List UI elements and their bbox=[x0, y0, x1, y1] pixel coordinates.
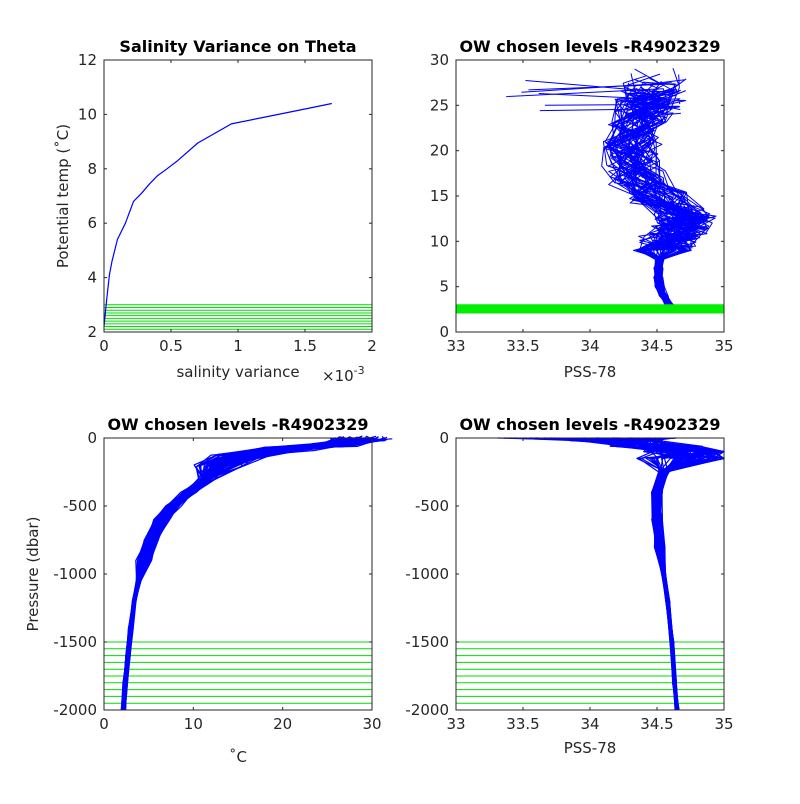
chart-title: Salinity Variance on Theta bbox=[119, 37, 356, 56]
x-tick-label: 34.5 bbox=[640, 337, 673, 355]
y-tick-label: 0 bbox=[87, 429, 97, 447]
plot-area bbox=[104, 60, 372, 332]
variance-series-line bbox=[103, 102, 332, 327]
data-lines bbox=[103, 102, 332, 327]
x-tick-label: 10 bbox=[184, 715, 203, 733]
chart-title: OW chosen levels -R4902329 bbox=[459, 415, 720, 434]
y-tick-label: -500 bbox=[415, 497, 449, 515]
x-tick-label: 34 bbox=[580, 715, 599, 733]
x-tick-label: 33.5 bbox=[506, 715, 539, 733]
tick-marks: 33 33.5 34 34.5 35 0 5 10 15 20 25 30 bbox=[430, 51, 734, 355]
y-tick-label: 8 bbox=[87, 160, 97, 178]
x-tick-label: 33 bbox=[446, 715, 465, 733]
x-tick-label: 0 bbox=[99, 337, 109, 355]
y-axis-label: Pressure (dbar) bbox=[24, 517, 42, 632]
x-tick-label: 0.5 bbox=[159, 337, 183, 355]
data-lines bbox=[120, 435, 393, 711]
y-tick-label: 20 bbox=[430, 142, 449, 160]
ts-profile-line bbox=[617, 105, 686, 313]
plot-area bbox=[104, 438, 372, 710]
y-tick-label: -1000 bbox=[405, 565, 449, 583]
y-tick-label: 12 bbox=[78, 51, 97, 69]
tick-marks: 0 0.5 1 1.5 2 2 4 6 8 10 12 bbox=[78, 51, 377, 355]
plot-area bbox=[456, 438, 724, 710]
x-tick-label: 20 bbox=[273, 715, 292, 733]
y-tick-label: 6 bbox=[87, 214, 97, 232]
ts-profile-line bbox=[539, 108, 705, 313]
y-tick-label: 10 bbox=[78, 105, 97, 123]
y-tick-label: 15 bbox=[430, 187, 449, 205]
tick-marks: 33 33.5 34 34.5 35 -2000 -1500 -1000 -500 0 bbox=[405, 429, 733, 733]
x-axis-exponent: ×10-3 bbox=[322, 364, 365, 385]
ts-profile-line bbox=[629, 73, 701, 313]
panel-salinity-variance: 0 0.5 1 1.5 2 2 4 6 8 10 12 Salinity Variance on T… bbox=[54, 37, 377, 385]
panel-pressure-salinity: 33 33.5 34 34.5 35 -2000 -1500 -1000 -500 0 OW ch… bbox=[405, 415, 733, 757]
y-tick-label: 0 bbox=[439, 323, 449, 341]
y-tick-label: -2000 bbox=[53, 701, 97, 719]
data-lines bbox=[506, 67, 717, 313]
x-tick-label: 34 bbox=[580, 337, 599, 355]
panel-theta-salinity: 33 33.5 34 34.5 35 0 5 10 15 20 25 30 OW chosen lev… bbox=[430, 37, 734, 381]
tick-marks: 0 10 20 30 -2000 -1500 -1000 -500 0 bbox=[53, 429, 381, 733]
ts-profile-line bbox=[640, 106, 706, 313]
y-tick-label: 4 bbox=[87, 269, 97, 287]
y-tick-label: 5 bbox=[439, 278, 449, 296]
y-tick-label: -500 bbox=[63, 497, 97, 515]
x-tick-label: 34.5 bbox=[640, 715, 673, 733]
x-axis-label: ˚C bbox=[229, 748, 247, 766]
y-tick-label: 30 bbox=[430, 51, 449, 69]
x-axis-label: PSS-78 bbox=[564, 739, 617, 757]
y-tick-label: 0 bbox=[439, 429, 449, 447]
x-tick-label: 0 bbox=[99, 715, 109, 733]
ts-profile-line bbox=[604, 92, 700, 313]
chart-title: OW chosen levels -R4902329 bbox=[107, 415, 368, 434]
y-tick-label: 10 bbox=[430, 232, 449, 250]
reference-lines bbox=[104, 641, 372, 711]
x-tick-label: 33 bbox=[446, 337, 465, 355]
x-tick-label: 2 bbox=[367, 337, 377, 355]
x-tick-label: 30 bbox=[362, 715, 381, 733]
reference-band bbox=[456, 304, 724, 314]
y-tick-label: -1500 bbox=[53, 633, 97, 651]
reference-lines bbox=[104, 304, 372, 330]
data-lines bbox=[497, 437, 725, 711]
y-axis-label: Potential temp (˚C) bbox=[54, 124, 72, 268]
x-tick-label: 35 bbox=[714, 715, 733, 733]
chart-title: OW chosen levels -R4902329 bbox=[459, 37, 720, 56]
x-tick-label: 1 bbox=[233, 337, 243, 355]
panel-pressure-temperature: 0 10 20 30 -2000 -1500 -1000 -500 0 OW chosen le… bbox=[24, 415, 393, 766]
y-tick-label: -2000 bbox=[405, 701, 449, 719]
x-axis-label: salinity variance bbox=[176, 363, 299, 381]
salinity-profile-line bbox=[523, 437, 712, 711]
x-tick-label: 33.5 bbox=[506, 337, 539, 355]
y-tick-label: -1000 bbox=[53, 565, 97, 583]
x-tick-label: 35 bbox=[714, 337, 733, 355]
x-tick-label: 1.5 bbox=[293, 337, 317, 355]
temperature-profile-line bbox=[124, 436, 388, 711]
y-tick-label: 25 bbox=[430, 96, 449, 114]
ts-profile-line bbox=[611, 89, 700, 313]
y-tick-label: 2 bbox=[87, 323, 97, 341]
y-tick-label: -1500 bbox=[405, 633, 449, 651]
temperature-profile-line bbox=[122, 437, 346, 711]
x-axis-label: PSS-78 bbox=[564, 363, 617, 381]
